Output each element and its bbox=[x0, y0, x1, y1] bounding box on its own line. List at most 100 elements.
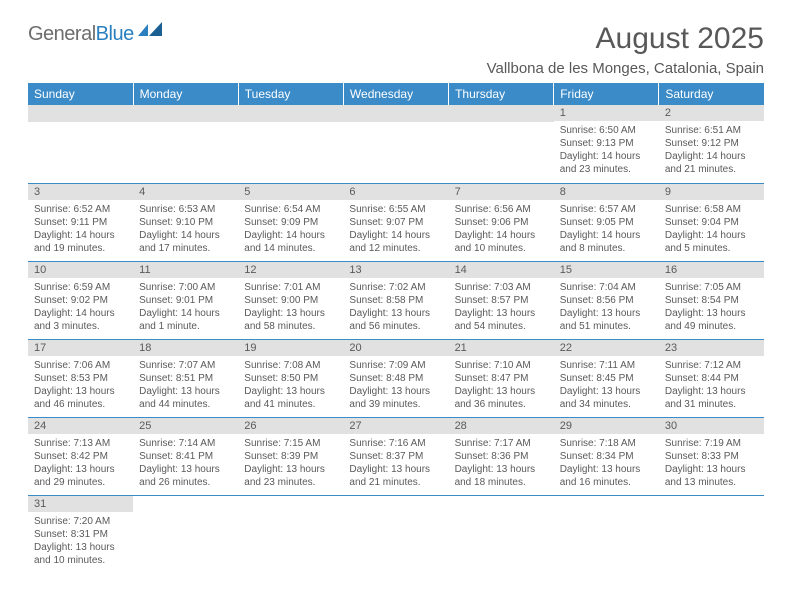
day-details: Sunrise: 6:53 AMSunset: 9:10 PMDaylight:… bbox=[133, 200, 238, 259]
day-number-empty bbox=[343, 105, 448, 122]
calendar-day-cell: 3Sunrise: 6:52 AMSunset: 9:11 PMDaylight… bbox=[28, 183, 133, 261]
calendar-day-cell bbox=[449, 495, 554, 573]
daylight-line: Daylight: 13 hours and 49 minutes. bbox=[665, 307, 758, 333]
day-number: 31 bbox=[28, 496, 133, 512]
calendar-day-cell: 8Sunrise: 6:57 AMSunset: 9:05 PMDaylight… bbox=[554, 183, 659, 261]
daylight-line: Daylight: 13 hours and 10 minutes. bbox=[34, 541, 127, 567]
day-details: Sunrise: 7:08 AMSunset: 8:50 PMDaylight:… bbox=[238, 356, 343, 415]
sunrise-line: Sunrise: 7:14 AM bbox=[139, 437, 232, 450]
daylight-line: Daylight: 13 hours and 41 minutes. bbox=[244, 385, 337, 411]
sunrise-line: Sunrise: 6:56 AM bbox=[455, 203, 548, 216]
sunrise-line: Sunrise: 6:57 AM bbox=[560, 203, 653, 216]
sunrise-line: Sunrise: 7:08 AM bbox=[244, 359, 337, 372]
daylight-line: Daylight: 13 hours and 46 minutes. bbox=[34, 385, 127, 411]
calendar-week-row: 24Sunrise: 7:13 AMSunset: 8:42 PMDayligh… bbox=[28, 417, 764, 495]
day-details: Sunrise: 6:50 AMSunset: 9:13 PMDaylight:… bbox=[554, 121, 659, 180]
sunset-line: Sunset: 8:44 PM bbox=[665, 372, 758, 385]
daylight-line: Daylight: 13 hours and 21 minutes. bbox=[349, 463, 442, 489]
day-of-week-header: Thursday bbox=[449, 83, 554, 105]
calendar-table: SundayMondayTuesdayWednesdayThursdayFrid… bbox=[28, 83, 764, 573]
day-details: Sunrise: 6:54 AMSunset: 9:09 PMDaylight:… bbox=[238, 200, 343, 259]
sunrise-line: Sunrise: 6:52 AM bbox=[34, 203, 127, 216]
day-details: Sunrise: 6:52 AMSunset: 9:11 PMDaylight:… bbox=[28, 200, 133, 259]
day-details: Sunrise: 6:57 AMSunset: 9:05 PMDaylight:… bbox=[554, 200, 659, 259]
logo-flag-icon bbox=[138, 22, 164, 41]
calendar-day-cell: 26Sunrise: 7:15 AMSunset: 8:39 PMDayligh… bbox=[238, 417, 343, 495]
day-number: 2 bbox=[659, 105, 764, 121]
sunset-line: Sunset: 8:56 PM bbox=[560, 294, 653, 307]
day-number-empty bbox=[449, 105, 554, 122]
calendar-day-cell bbox=[238, 495, 343, 573]
sunset-line: Sunset: 9:02 PM bbox=[34, 294, 127, 307]
sunset-line: Sunset: 8:47 PM bbox=[455, 372, 548, 385]
daylight-line: Daylight: 14 hours and 19 minutes. bbox=[34, 229, 127, 255]
sunrise-line: Sunrise: 7:04 AM bbox=[560, 281, 653, 294]
calendar-week-row: 1Sunrise: 6:50 AMSunset: 9:13 PMDaylight… bbox=[28, 105, 764, 183]
day-details: Sunrise: 6:59 AMSunset: 9:02 PMDaylight:… bbox=[28, 278, 133, 337]
day-details: Sunrise: 6:58 AMSunset: 9:04 PMDaylight:… bbox=[659, 200, 764, 259]
calendar-day-cell: 20Sunrise: 7:09 AMSunset: 8:48 PMDayligh… bbox=[343, 339, 448, 417]
sunrise-line: Sunrise: 7:05 AM bbox=[665, 281, 758, 294]
day-of-week-header: Sunday bbox=[28, 83, 133, 105]
calendar-day-cell: 7Sunrise: 6:56 AMSunset: 9:06 PMDaylight… bbox=[449, 183, 554, 261]
sunset-line: Sunset: 8:42 PM bbox=[34, 450, 127, 463]
day-number: 7 bbox=[449, 184, 554, 200]
day-number: 30 bbox=[659, 418, 764, 434]
daylight-line: Daylight: 13 hours and 34 minutes. bbox=[560, 385, 653, 411]
sunset-line: Sunset: 8:50 PM bbox=[244, 372, 337, 385]
daylight-line: Daylight: 13 hours and 29 minutes. bbox=[34, 463, 127, 489]
logo: GeneralBlue bbox=[28, 22, 164, 47]
sunrise-line: Sunrise: 6:59 AM bbox=[34, 281, 127, 294]
day-number: 11 bbox=[133, 262, 238, 278]
calendar-day-cell: 29Sunrise: 7:18 AMSunset: 8:34 PMDayligh… bbox=[554, 417, 659, 495]
daylight-line: Daylight: 14 hours and 10 minutes. bbox=[455, 229, 548, 255]
day-details: Sunrise: 7:07 AMSunset: 8:51 PMDaylight:… bbox=[133, 356, 238, 415]
sunrise-line: Sunrise: 7:11 AM bbox=[560, 359, 653, 372]
day-number-empty bbox=[133, 105, 238, 122]
calendar-day-cell bbox=[133, 105, 238, 183]
calendar-day-cell: 24Sunrise: 7:13 AMSunset: 8:42 PMDayligh… bbox=[28, 417, 133, 495]
sunrise-line: Sunrise: 7:20 AM bbox=[34, 515, 127, 528]
calendar-day-cell: 22Sunrise: 7:11 AMSunset: 8:45 PMDayligh… bbox=[554, 339, 659, 417]
calendar-week-row: 3Sunrise: 6:52 AMSunset: 9:11 PMDaylight… bbox=[28, 183, 764, 261]
sunset-line: Sunset: 9:05 PM bbox=[560, 216, 653, 229]
calendar-day-cell: 6Sunrise: 6:55 AMSunset: 9:07 PMDaylight… bbox=[343, 183, 448, 261]
day-number-empty bbox=[238, 105, 343, 122]
sunrise-line: Sunrise: 7:19 AM bbox=[665, 437, 758, 450]
calendar-day-cell: 27Sunrise: 7:16 AMSunset: 8:37 PMDayligh… bbox=[343, 417, 448, 495]
logo-general: General bbox=[28, 23, 96, 45]
day-number: 19 bbox=[238, 340, 343, 356]
calendar-day-cell: 21 Sunrise: 7:10 AMSunset: 8:47 PMDayligh… bbox=[449, 339, 554, 417]
sunrise-line: Sunrise: 6:54 AM bbox=[244, 203, 337, 216]
daylight-line: Daylight: 13 hours and 36 minutes. bbox=[455, 385, 548, 411]
sunrise-line: Sunrise: 7:10 AM bbox=[455, 359, 548, 372]
day-details: Sunrise: 7:00 AMSunset: 9:01 PMDaylight:… bbox=[133, 278, 238, 337]
day-number: 27 bbox=[343, 418, 448, 434]
calendar-page: GeneralBlue August 2025 Vallbona de les … bbox=[0, 0, 792, 595]
day-number: 25 bbox=[133, 418, 238, 434]
day-details: Sunrise: 7:19 AMSunset: 8:33 PMDaylight:… bbox=[659, 434, 764, 493]
day-number: 10 bbox=[28, 262, 133, 278]
day-number: 18 bbox=[133, 340, 238, 356]
sunset-line: Sunset: 8:31 PM bbox=[34, 528, 127, 541]
daylight-line: Daylight: 13 hours and 54 minutes. bbox=[455, 307, 548, 333]
daylight-line: Daylight: 13 hours and 44 minutes. bbox=[139, 385, 232, 411]
day-number: 22 bbox=[554, 340, 659, 356]
sunset-line: Sunset: 8:34 PM bbox=[560, 450, 653, 463]
day-number: 21 bbox=[449, 340, 554, 356]
day-details: Sunrise: 7:14 AMSunset: 8:41 PMDaylight:… bbox=[133, 434, 238, 493]
daylight-line: Daylight: 13 hours and 39 minutes. bbox=[349, 385, 442, 411]
day-details: Sunrise: 6:55 AMSunset: 9:07 PMDaylight:… bbox=[343, 200, 448, 259]
calendar-day-cell: 5Sunrise: 6:54 AMSunset: 9:09 PMDaylight… bbox=[238, 183, 343, 261]
day-number: 23 bbox=[659, 340, 764, 356]
calendar-day-cell: 9Sunrise: 6:58 AMSunset: 9:04 PMDaylight… bbox=[659, 183, 764, 261]
day-details: Sunrise: 7:09 AMSunset: 8:48 PMDaylight:… bbox=[343, 356, 448, 415]
sunrise-line: Sunrise: 7:03 AM bbox=[455, 281, 548, 294]
day-of-week-header: Monday bbox=[133, 83, 238, 105]
calendar-day-cell: 15Sunrise: 7:04 AMSunset: 8:56 PMDayligh… bbox=[554, 261, 659, 339]
logo-blue: Blue bbox=[96, 23, 134, 45]
calendar-day-cell: 30Sunrise: 7:19 AMSunset: 8:33 PMDayligh… bbox=[659, 417, 764, 495]
calendar-day-cell bbox=[659, 495, 764, 573]
daylight-line: Daylight: 14 hours and 12 minutes. bbox=[349, 229, 442, 255]
sunrise-line: Sunrise: 7:06 AM bbox=[34, 359, 127, 372]
